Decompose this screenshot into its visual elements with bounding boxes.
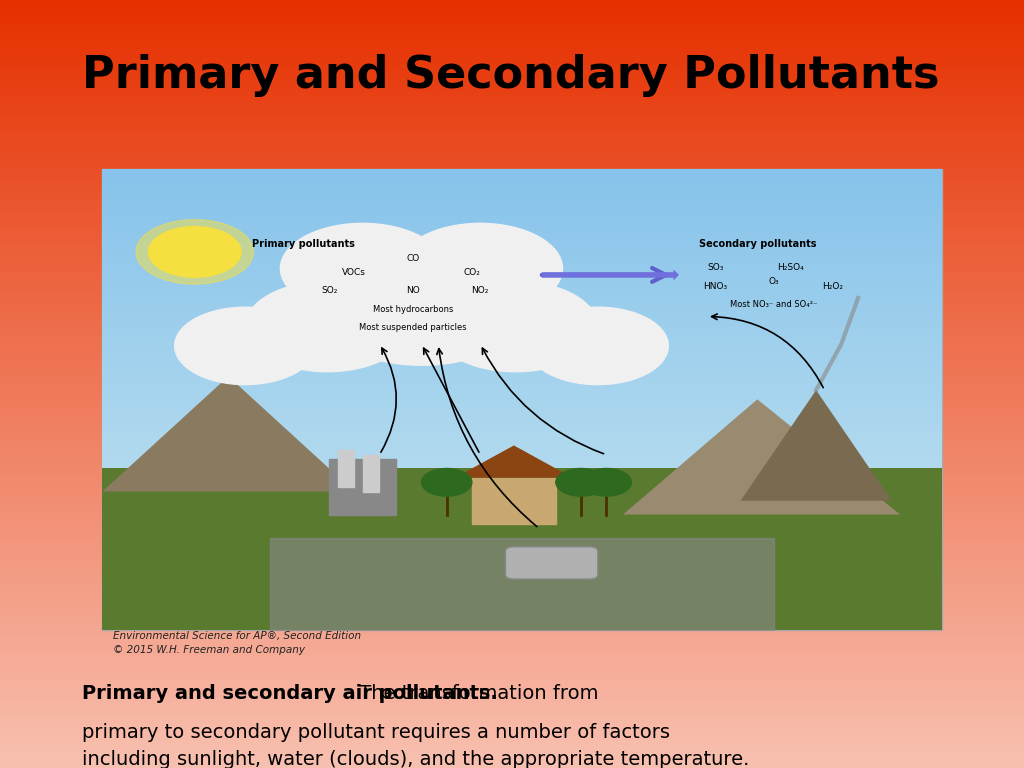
- FancyBboxPatch shape: [506, 547, 598, 579]
- Circle shape: [422, 468, 472, 496]
- Text: Most suspended particles: Most suspended particles: [359, 323, 467, 333]
- Text: SO₃: SO₃: [708, 263, 724, 273]
- Polygon shape: [623, 399, 900, 515]
- Bar: [338, 450, 354, 487]
- Text: primary to secondary pollutant requires a number of factors
including sunlight, : primary to secondary pollutant requires …: [82, 723, 750, 768]
- Circle shape: [175, 307, 315, 385]
- Text: Secondary pollutants: Secondary pollutants: [698, 240, 816, 250]
- Bar: [362, 455, 380, 492]
- Text: SO₂: SO₂: [321, 286, 337, 296]
- Circle shape: [433, 281, 598, 372]
- Text: Most hydrocarbons: Most hydrocarbons: [373, 305, 454, 314]
- Text: The transformation from: The transformation from: [353, 684, 599, 703]
- Circle shape: [148, 227, 241, 277]
- Bar: [329, 459, 396, 515]
- FancyBboxPatch shape: [102, 169, 942, 630]
- Text: NO: NO: [407, 286, 420, 296]
- Circle shape: [527, 307, 669, 385]
- Polygon shape: [455, 445, 572, 478]
- Polygon shape: [740, 390, 892, 501]
- Text: H₂SO₄: H₂SO₄: [777, 263, 804, 273]
- Circle shape: [398, 223, 562, 313]
- Text: H₂O₂: H₂O₂: [822, 282, 844, 291]
- Circle shape: [581, 468, 632, 496]
- Text: VOCs: VOCs: [342, 268, 367, 277]
- Polygon shape: [102, 376, 354, 492]
- Text: HNO₃: HNO₃: [703, 282, 727, 291]
- Text: O₃: O₃: [769, 277, 779, 286]
- Text: Most NO₃⁻ and SO₄²⁻: Most NO₃⁻ and SO₄²⁻: [730, 300, 818, 310]
- Bar: [472, 478, 556, 524]
- Text: Primary and secondary air pollutants.: Primary and secondary air pollutants.: [82, 684, 498, 703]
- Text: CO: CO: [407, 254, 420, 263]
- Text: CO₂: CO₂: [464, 268, 480, 277]
- Text: Primary and Secondary Pollutants: Primary and Secondary Pollutants: [82, 54, 939, 97]
- Text: Primary pollutants: Primary pollutants: [253, 240, 355, 250]
- Text: Figure 46.3
Environmental Science for AP®, Second Edition
© 2015 W.H. Freeman an: Figure 46.3 Environmental Science for AP…: [113, 618, 360, 654]
- FancyBboxPatch shape: [102, 468, 942, 630]
- Circle shape: [315, 249, 527, 366]
- Circle shape: [136, 220, 254, 284]
- Text: NO₂: NO₂: [472, 286, 488, 296]
- Circle shape: [281, 223, 445, 313]
- Circle shape: [556, 468, 606, 496]
- Circle shape: [245, 281, 410, 372]
